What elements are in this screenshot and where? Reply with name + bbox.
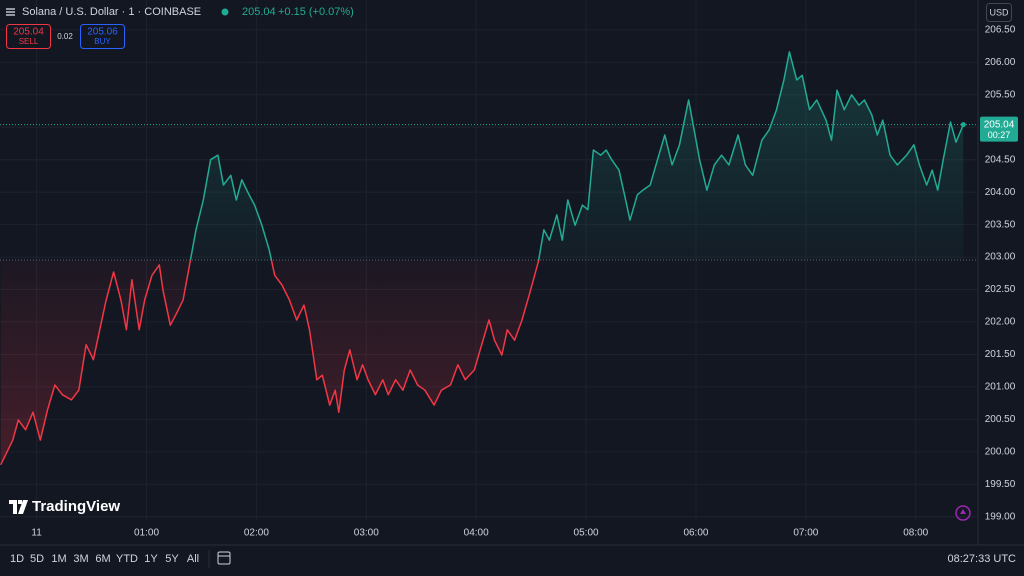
buy-button[interactable]	[80, 24, 125, 49]
symbol-header: Solana / U.S. Dollar · 1 · COINBASE 205.…	[6, 6, 354, 49]
x-tick-label: 04:00	[464, 528, 489, 539]
icon	[6, 11, 15, 13]
icon	[6, 8, 15, 10]
x-tick-label: 11	[31, 528, 42, 539]
last-point	[960, 122, 966, 128]
y-tick-label: 206.00	[985, 57, 1016, 68]
y-tick-label: 203.50	[985, 219, 1016, 230]
currency: USD	[989, 7, 1009, 17]
x-tick-label: 01:00	[134, 528, 159, 539]
y-tick-label: 202.00	[985, 317, 1016, 328]
x-tick-label: 05:00	[574, 528, 599, 539]
logo-icon	[9, 500, 28, 514]
header-price: 205.04	[242, 6, 276, 18]
header-change: +0.15 (+0.07%)	[278, 6, 354, 18]
sell-label: SELL	[19, 37, 39, 46]
y-tick-label: 206.50	[985, 25, 1016, 36]
countdown-label: 00:27	[988, 130, 1011, 140]
last-price-box	[980, 116, 1018, 142]
clock[interactable]: 08:27:33 UTC	[948, 553, 1017, 565]
status-dot	[221, 8, 229, 16]
x-tick-label: 03:00	[354, 528, 379, 539]
range-button[interactable]: 3M	[73, 553, 88, 565]
assistant-icon[interactable]	[955, 505, 971, 521]
range-button[interactable]: 1M	[51, 553, 66, 565]
icon	[960, 509, 966, 514]
logo-text: TradingView	[32, 498, 120, 515]
range-button[interactable]: 1Y	[144, 553, 158, 565]
range-button[interactable]: All	[187, 553, 199, 565]
range-button[interactable]: YTD	[116, 553, 138, 565]
y-tick-label: 199.00	[985, 511, 1016, 522]
range-button[interactable]: 5Y	[165, 553, 179, 565]
y-tick-label: 199.50	[985, 479, 1016, 490]
toolbar: 08:27:33 UTC 1D 5D 1M 3M 6M YTD 1Y 5Y All	[10, 550, 1016, 568]
y-tick-label: 203.00	[985, 252, 1016, 263]
y-tick-label: 202.50	[985, 284, 1016, 295]
y-tick-label: 205.50	[985, 89, 1016, 100]
y-tick-label: 204.50	[985, 154, 1016, 165]
y-tick-label: 200.00	[985, 446, 1016, 457]
buy-label: BUY	[94, 37, 111, 46]
sell-price: 205.04	[13, 27, 44, 38]
buy-price: 205.06	[87, 27, 118, 38]
x-tick-label: 02:00	[244, 528, 269, 539]
calendar-icon[interactable]	[217, 551, 231, 565]
x-tick-label: 06:00	[683, 528, 708, 539]
y-tick-label: 200.50	[985, 414, 1016, 425]
x-tick-label: 08:00	[903, 528, 928, 539]
y-tick-label: 204.00	[985, 187, 1016, 198]
spread: 0.02	[57, 32, 73, 41]
price-line	[0, 51, 964, 466]
y-tick-label: 201.50	[985, 349, 1016, 360]
y-tick-label: 201.00	[985, 382, 1016, 393]
logo: TradingView	[9, 498, 120, 515]
range-button[interactable]: 1D	[10, 553, 24, 565]
icon	[6, 14, 15, 16]
currency-button[interactable]	[986, 3, 1012, 22]
baseline-fill	[0, 51, 964, 465]
x-tick-label: 07:00	[793, 528, 818, 539]
symbol-title[interactable]: Solana / U.S. Dollar · 1 · COINBASE	[22, 6, 201, 18]
last-price-label: 205.04	[984, 119, 1015, 130]
range-button[interactable]: 6M	[95, 553, 110, 565]
range-button[interactable]: 5D	[30, 553, 44, 565]
sell-button[interactable]	[6, 24, 51, 49]
